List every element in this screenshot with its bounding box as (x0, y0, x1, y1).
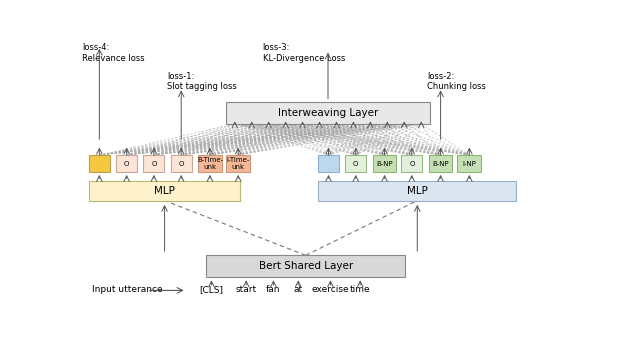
Text: O: O (409, 161, 415, 167)
FancyBboxPatch shape (89, 155, 110, 172)
Text: Input utterance: Input utterance (92, 285, 163, 294)
FancyBboxPatch shape (89, 181, 240, 201)
Text: time: time (350, 285, 371, 294)
Text: loss-1:
Slot tagging loss: loss-1: Slot tagging loss (167, 72, 237, 91)
FancyBboxPatch shape (318, 181, 516, 201)
Text: I-NP: I-NP (463, 161, 476, 167)
Text: I-Time-
unk: I-Time- unk (227, 157, 250, 170)
Text: loss-2:
Chunking loss: loss-2: Chunking loss (428, 72, 486, 91)
FancyBboxPatch shape (346, 155, 366, 172)
Text: loss-3:
KL-Divergence Loss: loss-3: KL-Divergence Loss (262, 43, 345, 63)
FancyBboxPatch shape (458, 155, 481, 172)
Text: Bert Shared Layer: Bert Shared Layer (259, 261, 353, 271)
Text: B-NP: B-NP (432, 161, 449, 167)
Text: at: at (294, 285, 303, 294)
Text: O: O (124, 161, 129, 167)
Text: fan: fan (266, 285, 281, 294)
Text: B-NP: B-NP (376, 161, 393, 167)
FancyBboxPatch shape (207, 255, 405, 277)
FancyBboxPatch shape (227, 155, 250, 172)
FancyBboxPatch shape (143, 155, 164, 172)
Text: start: start (236, 285, 257, 294)
FancyBboxPatch shape (401, 155, 422, 172)
FancyBboxPatch shape (227, 102, 429, 124)
FancyBboxPatch shape (318, 155, 339, 172)
Text: O: O (353, 161, 358, 167)
Text: O: O (151, 161, 157, 167)
Text: MLP: MLP (407, 186, 428, 196)
FancyBboxPatch shape (372, 155, 396, 172)
FancyBboxPatch shape (198, 155, 222, 172)
FancyBboxPatch shape (429, 155, 452, 172)
Text: [CLS]: [CLS] (200, 285, 223, 294)
Text: exercise: exercise (312, 285, 349, 294)
FancyBboxPatch shape (171, 155, 191, 172)
Text: MLP: MLP (154, 186, 175, 196)
Text: loss-4:
Relevance loss: loss-4: Relevance loss (83, 43, 145, 63)
FancyBboxPatch shape (116, 155, 137, 172)
Text: O: O (179, 161, 184, 167)
Text: Interweaving Layer: Interweaving Layer (278, 108, 378, 118)
Text: B-Time-
unk: B-Time- unk (197, 157, 223, 170)
